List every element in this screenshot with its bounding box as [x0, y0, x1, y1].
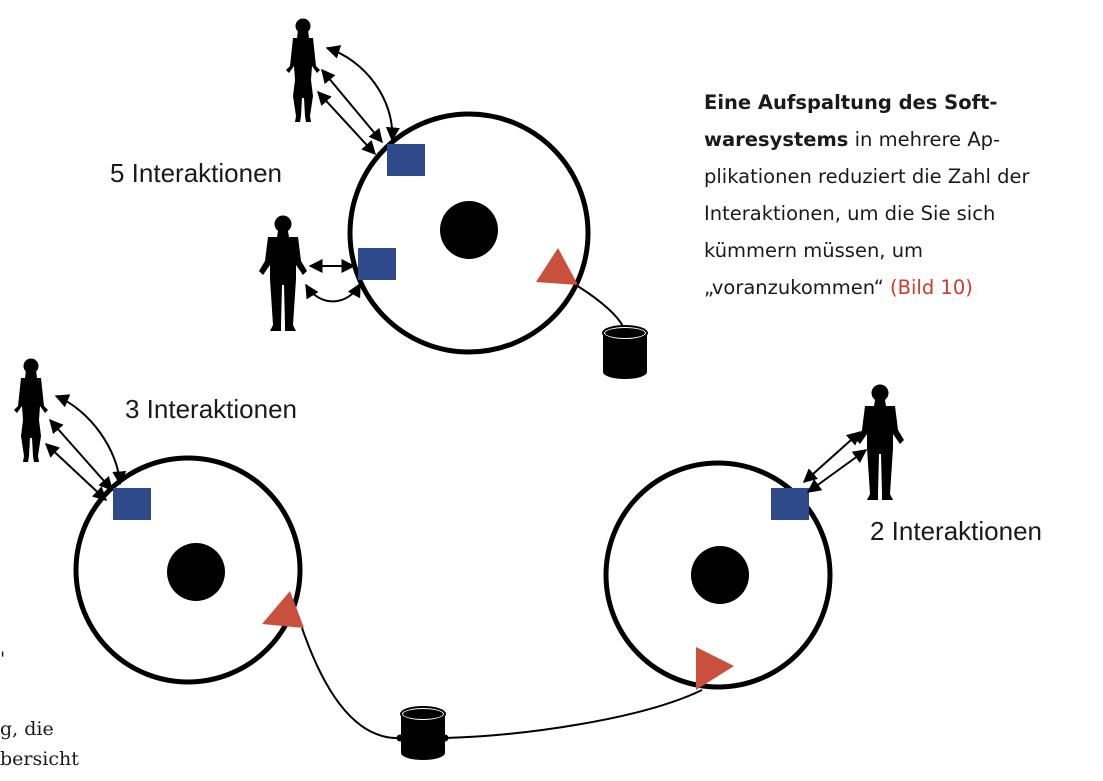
person-silhouette-icon	[856, 384, 904, 500]
system-right: 2 Interaktionen	[444, 384, 1042, 739]
body-text-fragment: g, die	[0, 718, 54, 740]
application-core-right	[691, 546, 749, 604]
application-boundary-left	[73, 455, 303, 685]
label-right-interactions: 2 Interaktionen	[870, 516, 1042, 546]
interface-square-top-2	[358, 248, 396, 280]
application-core-left	[167, 543, 225, 601]
output-triangle-left	[262, 591, 304, 628]
db-connection-top	[575, 284, 626, 333]
system-top: 5 Interaktionen	[110, 18, 648, 380]
interaction-arrows-right	[802, 431, 868, 493]
output-triangle-top	[536, 248, 578, 285]
body-text-fragment: '	[0, 648, 6, 670]
connection-dots	[396, 328, 629, 742]
db-connection-right	[444, 689, 703, 739]
system-left: 3 Interaktionen	[14, 358, 446, 761]
person-silhouette-icon	[286, 18, 320, 122]
db-connection-left	[301, 627, 401, 740]
interaction-arrows-left	[44, 394, 127, 501]
caption-text: in mehrere Ap-plikationen reduziert die …	[704, 128, 1030, 299]
label-top-interactions: 5 Interaktionen	[110, 158, 282, 188]
interface-square-left	[113, 488, 151, 520]
body-text-fragment: bersicht	[0, 748, 79, 770]
interface-square-top-1	[387, 144, 425, 176]
interface-square-right	[771, 488, 809, 520]
output-triangle-right	[696, 647, 734, 690]
caption-bold: Eine Aufspaltung des Soft-waresystems	[704, 91, 998, 151]
database-cylinder-icon	[400, 706, 446, 761]
interaction-arrows-top	[305, 45, 400, 303]
caption-figure-ref: (Bild 10)	[890, 276, 973, 299]
figure-caption: Eine Aufspaltung des Soft-waresystems in…	[704, 84, 1034, 306]
label-left-interactions: 3 Interaktionen	[125, 394, 297, 424]
application-boundary-right	[603, 460, 833, 690]
application-core-top	[440, 201, 498, 259]
person-silhouette-icon	[259, 215, 307, 331]
person-silhouette-icon	[14, 358, 48, 462]
application-boundary-top	[347, 111, 591, 355]
